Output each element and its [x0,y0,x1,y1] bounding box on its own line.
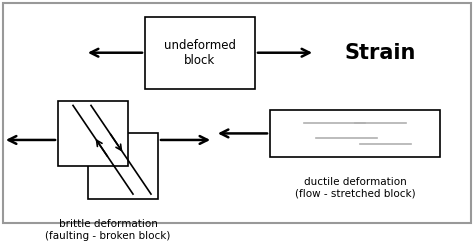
Text: brittle deformation
(faulting - broken block): brittle deformation (faulting - broken b… [46,219,171,241]
Text: Strain: Strain [344,43,416,63]
Bar [270,110,440,157]
Text: undeformed
block: undeformed block [164,39,236,67]
Bar [88,133,158,199]
Bar [58,101,128,166]
Bar [145,17,255,89]
Text: ductile deformation
(flow - stretched block): ductile deformation (flow - stretched bl… [295,177,415,199]
